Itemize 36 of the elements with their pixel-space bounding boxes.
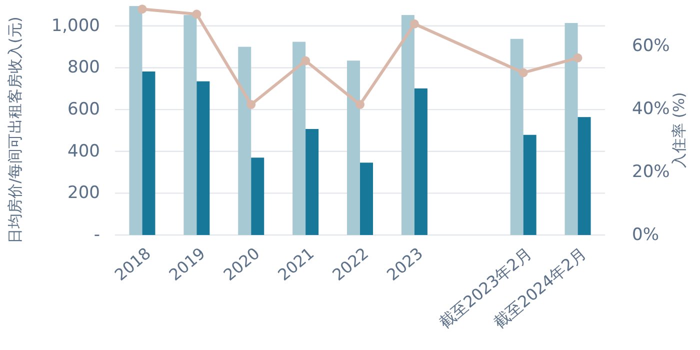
bar	[347, 60, 360, 235]
bar	[251, 158, 264, 235]
y-tick-label: 600	[68, 100, 100, 120]
point	[518, 68, 528, 78]
point	[410, 19, 419, 28]
point	[192, 10, 202, 19]
bar	[564, 22, 578, 235]
bar	[414, 88, 428, 235]
y-axis-title: 日均房价/每间可出租客房收入(元)	[6, 16, 24, 244]
point	[301, 56, 310, 66]
bar	[401, 15, 414, 235]
y-tick-label: -	[94, 225, 100, 245]
point	[138, 4, 147, 14]
y2-axis-title: 入住率 (%)	[670, 92, 688, 168]
y2-tick-label: 20%	[632, 162, 670, 182]
point	[356, 100, 364, 110]
y-tick-label: 800	[68, 58, 100, 78]
bar	[142, 71, 156, 235]
y2-tick-label: 60%	[632, 36, 670, 56]
bar	[578, 117, 591, 235]
bar	[184, 15, 197, 235]
point	[573, 53, 582, 62]
bar	[196, 81, 210, 235]
y2-tick-label: 0%	[632, 225, 659, 245]
bar	[360, 162, 373, 235]
y-tick-label: 200	[68, 183, 100, 204]
bar	[292, 42, 306, 235]
bar	[306, 128, 319, 235]
bar	[523, 134, 536, 235]
y-tick-label: 400	[68, 141, 100, 162]
y-tick-label: 1,000	[51, 16, 100, 36]
bar	[510, 38, 524, 235]
bar	[238, 46, 252, 235]
bar	[129, 6, 142, 235]
point	[246, 100, 256, 110]
y2-tick-label: 40%	[632, 98, 670, 119]
